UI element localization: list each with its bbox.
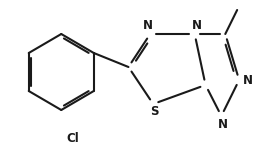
Text: N: N bbox=[143, 19, 153, 32]
Text: N: N bbox=[217, 118, 227, 131]
Text: N: N bbox=[191, 19, 201, 32]
Text: N: N bbox=[242, 74, 252, 87]
Text: S: S bbox=[149, 105, 158, 118]
Text: Cl: Cl bbox=[67, 132, 79, 145]
